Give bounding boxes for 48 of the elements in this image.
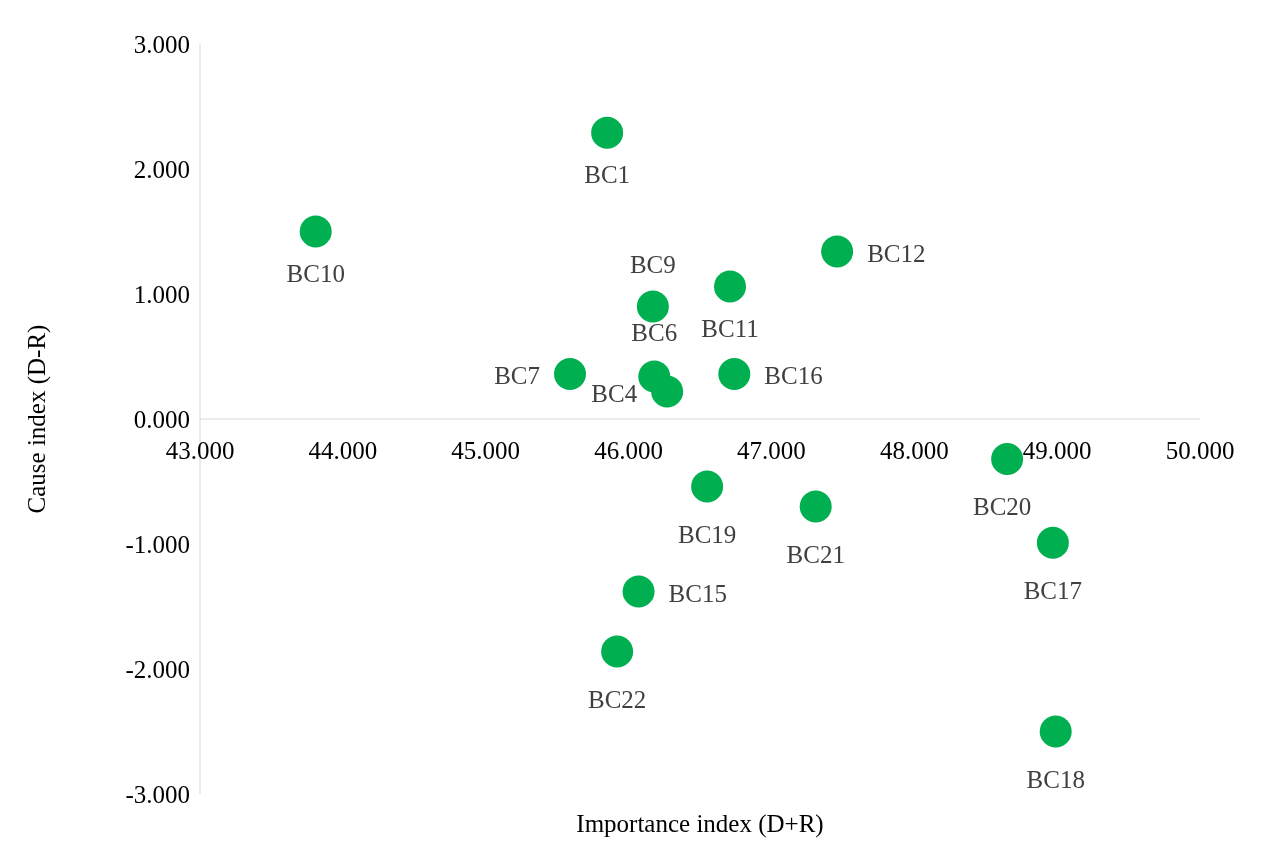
annotation: BC6 xyxy=(631,318,678,346)
annotation: BC21 xyxy=(786,540,845,568)
y-tick-label: -3.000 xyxy=(125,780,190,808)
point xyxy=(1039,715,1072,748)
x-tick-label: 43.000 xyxy=(165,437,235,464)
x-tick-label: 46.000 xyxy=(594,437,663,464)
y-tick-label: 2.000 xyxy=(133,155,190,183)
y-tick-label: -1.000 xyxy=(125,530,190,558)
x-tick-label: 48.000 xyxy=(879,437,949,464)
annotation: BC7 xyxy=(494,362,540,389)
x-tick-label: 45.000 xyxy=(451,437,521,464)
annotation: BC19 xyxy=(677,520,737,548)
y-tick-label: 3.000 xyxy=(133,30,190,58)
point xyxy=(622,575,655,608)
point xyxy=(1036,526,1069,559)
y-axis-title: Cause index (D-R) xyxy=(23,324,51,514)
annotation: BC4 xyxy=(591,379,638,407)
x-tick-label: 44.000 xyxy=(308,437,378,464)
point xyxy=(799,490,832,523)
y-tick-label: 1.000 xyxy=(133,280,190,308)
annotation: BC20 xyxy=(972,493,1032,520)
point xyxy=(651,375,684,408)
annotation: BC10 xyxy=(286,259,345,287)
point xyxy=(714,270,746,303)
annotation: BC12 xyxy=(867,239,926,267)
point xyxy=(299,215,332,248)
annotation: BC17 xyxy=(1023,576,1083,604)
annotation: BC11 xyxy=(701,314,759,342)
annotation: BC9 xyxy=(629,250,676,278)
y-tick-label: 0.000 xyxy=(133,405,190,433)
point xyxy=(991,443,1024,475)
point xyxy=(554,358,586,390)
y-tick-label: -2.000 xyxy=(125,655,190,683)
x-tick-label: 49.000 xyxy=(1022,437,1092,464)
point xyxy=(591,116,624,149)
point xyxy=(718,358,751,390)
annotation: BC15 xyxy=(668,579,727,607)
point xyxy=(821,235,854,268)
x-tick-label: 50.000 xyxy=(1165,437,1235,464)
point xyxy=(691,470,724,503)
annotation: BC16 xyxy=(764,362,823,389)
x-axis-title: Importance index (D+R) xyxy=(576,810,824,838)
point xyxy=(636,290,669,323)
annotation: BC18 xyxy=(1026,765,1085,793)
annotation: BC22 xyxy=(587,685,647,713)
x-tick-label: 47.000 xyxy=(737,437,806,464)
point xyxy=(601,635,634,668)
annotation: BC1 xyxy=(584,160,631,188)
